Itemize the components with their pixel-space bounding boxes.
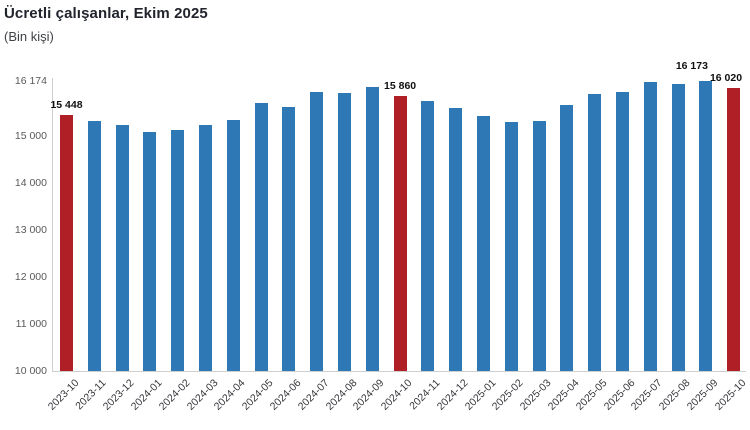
data-label-2024-10: 15 860 [384,79,417,92]
x-axis-line [52,371,746,372]
bar-2024-11 [421,100,435,371]
bar-2023-11 [87,120,101,371]
data-label-2025-09: 16 173 [675,60,708,73]
bar-2024-01 [143,131,157,371]
y-axis-line [52,78,53,371]
y-axis-tick-16174: 16 174 [14,75,47,87]
bar-2024-05 [254,103,268,371]
bar-2024-12 [449,107,463,371]
data-label-2023-10: 15 448 [50,99,83,112]
y-axis-tick-15000: 15 000 [14,130,47,143]
bar-2023-12 [115,124,129,371]
y-axis-tick-14000: 14 000 [14,177,47,190]
bar-2025-01 [477,115,490,371]
bar-2025-03 [532,120,546,371]
bar-2024-03 [199,124,212,371]
bar-2025-02 [504,122,518,371]
bar-2025-05 [588,93,602,371]
bar-2024-06 [282,107,296,371]
y-axis-tick-10000: 10 000 [14,365,47,377]
bar-2024-09 [365,86,379,371]
bar-2024-04 [226,120,240,371]
bar-2025-10 [727,88,741,371]
bar-2024-08 [338,92,351,371]
bar-2025-08 [671,84,685,371]
y-axis-tick-13000: 13 000 [14,224,47,237]
bar-2024-10 [393,95,407,371]
bar-2023-10 [60,115,73,371]
y-axis-tick-11000: 11 000 [15,318,47,331]
bar-2025-06 [616,91,629,371]
bar-2024-07 [310,91,324,371]
y-axis-tick-12000: 12 000 [14,271,47,284]
bar-2025-04 [560,104,574,371]
chart-unit-subtitle: (Bin kişi) [4,29,54,44]
bar-2024-02 [171,129,185,371]
bar-2025-07 [643,82,657,371]
bar-2025-09 [699,81,713,371]
chart-title: Ücretli çalışanlar, Ekim 2025 [4,5,208,22]
data-label-2025-10: 16 020 [709,72,743,85]
